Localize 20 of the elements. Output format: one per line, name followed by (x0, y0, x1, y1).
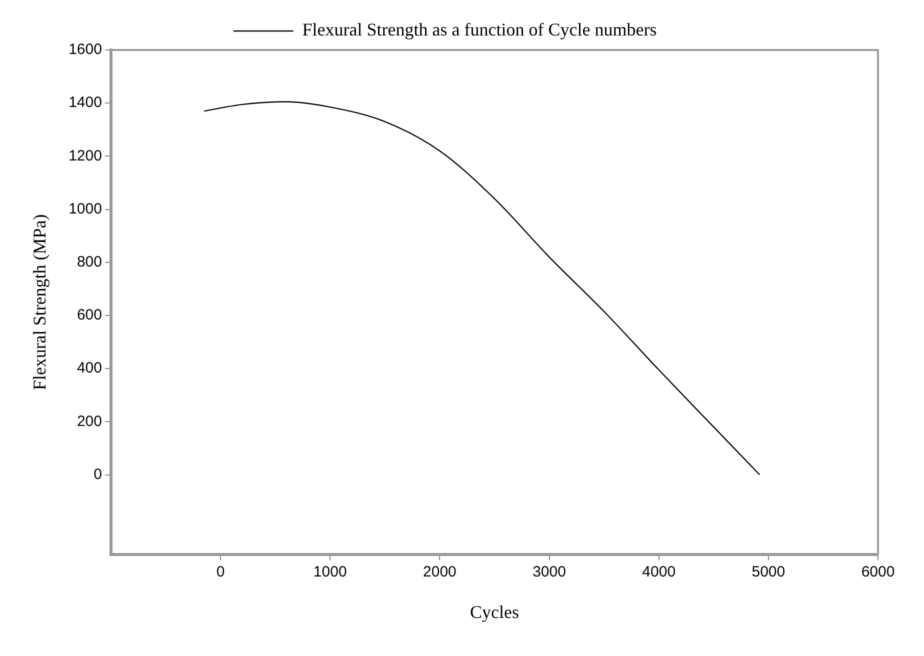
y-tick-label: 0 (94, 466, 102, 483)
y-tick-label: 1000 (68, 200, 102, 218)
y-tick-label: 600 (76, 306, 102, 324)
x-tick-label: 0 (216, 564, 225, 581)
x-tick-label: 3000 (532, 564, 566, 581)
y-tick-label: 200 (76, 412, 102, 430)
y-tick-label: 1200 (68, 147, 102, 164)
line-series (204, 101, 760, 476)
x-tick-label: 1000 (313, 564, 347, 581)
x-tick-label: 2000 (423, 564, 456, 581)
legend-label: Flexural Strength as a function of Cycle numbers (302, 20, 657, 40)
x-tick-label: 4000 (642, 564, 676, 581)
x-axis-title: Cycles (470, 602, 519, 622)
y-tick-label: 1400 (68, 94, 102, 112)
y-tick-label: 1600 (68, 41, 102, 58)
y-axis-title: Flexural Strength (MPa) (30, 214, 50, 390)
y-tick-label: 400 (76, 360, 102, 377)
x-tick-label: 6000 (861, 564, 895, 581)
x-tick-label: 5000 (752, 564, 786, 581)
y-tick-label: 800 (76, 254, 102, 271)
